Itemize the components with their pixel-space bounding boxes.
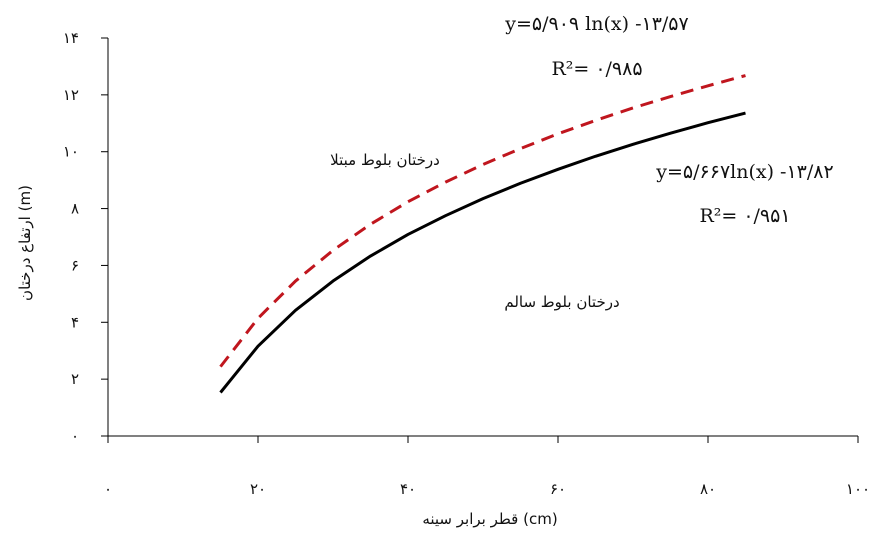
y-tick-labels: ۰ ۲ ۴ ۶ ۸ ۱۰ ۱۲ ۱۴ <box>63 29 79 445</box>
y-tick-label: ۸ <box>71 200 79 218</box>
y-tick-label: ۰ <box>71 427 79 445</box>
x-tick-label: ۲۰ <box>250 480 266 498</box>
y-tick-label: ۱۲ <box>63 86 79 104</box>
infected-r2: R²= ۰/۹۸۵ <box>551 58 642 80</box>
y-axis-title: ارتفاع درختان (m) <box>16 185 34 301</box>
x-tick-label: ۴۰ <box>400 480 416 498</box>
healthy-equation: y=۵/۶۶۷ln(x) -۱۳/۸۲ <box>655 161 833 183</box>
healthy-series-label: درختان بلوط سالم <box>504 293 619 311</box>
y-tick-label: ۲ <box>71 370 79 388</box>
healthy-r2: R²= ۰/۹۵۱ <box>699 205 790 227</box>
infected-equation: y=۵/۹۰۹ ln(x) -۱۳/۵۷ <box>504 13 688 35</box>
infected-series-label: درختان بلوط مبتلا <box>330 151 440 169</box>
axes <box>107 38 858 437</box>
x-tick-labels: ۰ ۲۰ ۴۰ ۶۰ ۸۰ ۱۰۰ <box>104 480 870 498</box>
x-tick-label: ۰ <box>104 480 112 498</box>
tick-marks <box>101 37 859 443</box>
infected-trees-line <box>219 74 746 368</box>
x-tick-label: ۶۰ <box>550 480 566 498</box>
series-lines <box>219 74 746 394</box>
healthy-trees-line <box>219 111 746 394</box>
x-tick-label: ۱۰۰ <box>846 480 870 498</box>
x-tick-label: ۸۰ <box>700 480 716 498</box>
y-tick-label: ۱۴ <box>63 29 79 47</box>
x-axis-title: قطر برابر سینه (cm) <box>422 510 557 528</box>
y-tick-label: ۴ <box>71 313 79 331</box>
y-tick-label: ۱۰ <box>63 143 79 161</box>
y-tick-label: ۶ <box>71 256 79 274</box>
